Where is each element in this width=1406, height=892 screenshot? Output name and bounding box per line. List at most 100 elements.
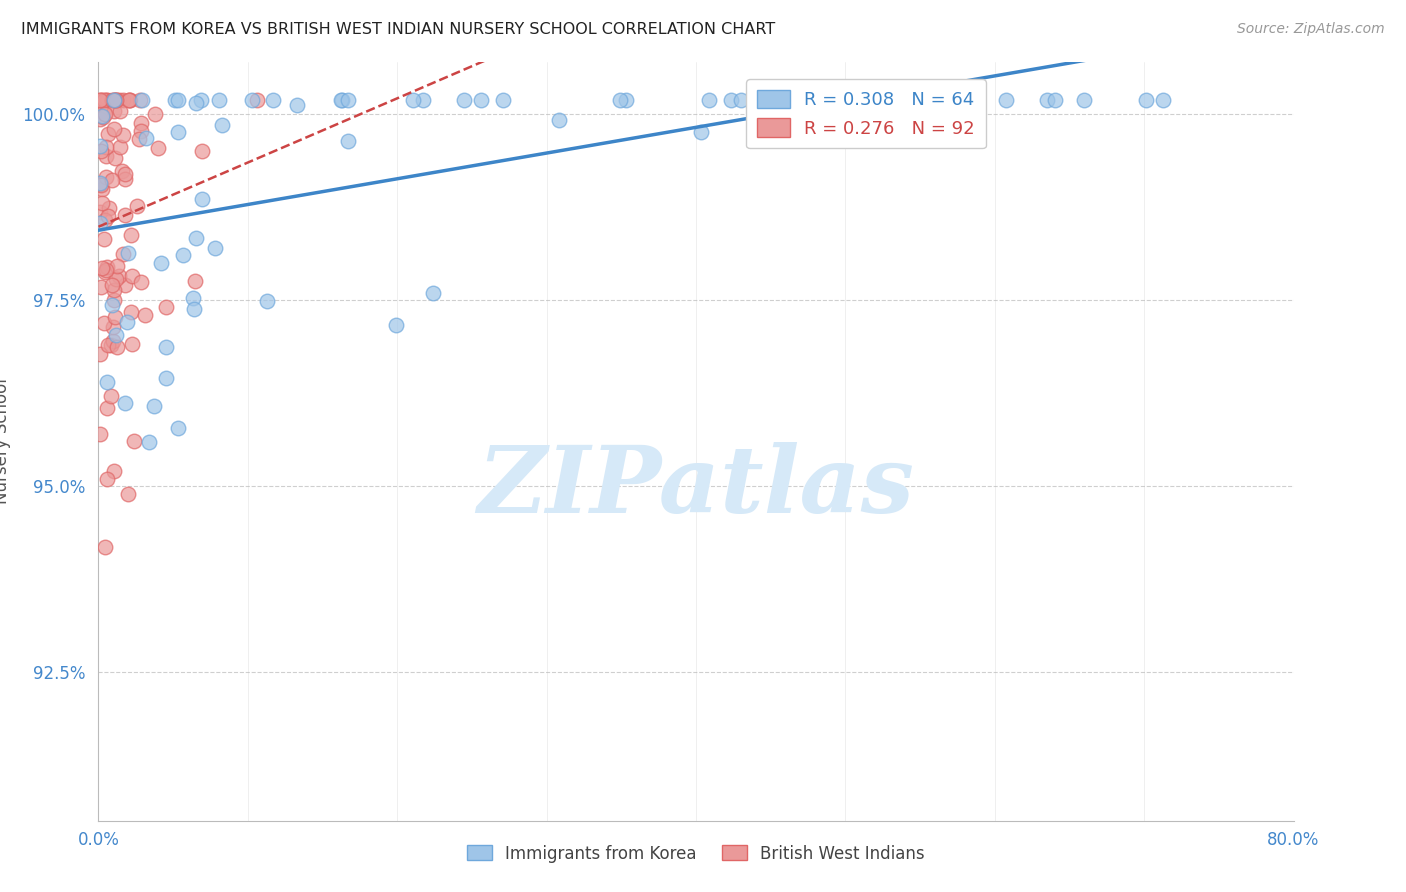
Point [117, 486, 139, 500]
Point [94, 93, 117, 107]
Point [103, 93, 125, 107]
Point [492, 93, 515, 107]
Point [94, 139, 117, 153]
Point [134, 131, 156, 145]
Point [385, 318, 408, 332]
Point [94, 106, 117, 120]
Point [91, 196, 114, 211]
Point [90, 178, 112, 193]
Point [93, 316, 115, 330]
Point [246, 93, 269, 107]
Point [1152, 93, 1174, 107]
Point [336, 135, 359, 149]
Point [117, 246, 139, 260]
Point [838, 93, 860, 107]
Point [114, 278, 136, 293]
Point [90, 145, 112, 159]
Point [89, 112, 111, 126]
Point [91, 93, 114, 107]
Point [167, 93, 190, 107]
Point [262, 93, 284, 107]
Point [204, 242, 226, 256]
Point [101, 297, 124, 311]
Point [94, 149, 117, 163]
Point [208, 93, 231, 107]
Point [155, 370, 177, 384]
Point [103, 283, 125, 297]
Point [143, 107, 166, 121]
Point [172, 248, 194, 262]
Point [105, 259, 128, 273]
Point [190, 192, 212, 206]
Point [1035, 93, 1057, 107]
Point [108, 93, 131, 107]
Point [184, 231, 207, 245]
Point [121, 337, 143, 351]
Point [101, 93, 124, 107]
Point [111, 163, 134, 178]
Point [453, 93, 475, 107]
Point [1073, 93, 1095, 107]
Point [131, 275, 153, 289]
Point [256, 294, 278, 309]
Point [285, 97, 308, 112]
Point [402, 93, 425, 107]
Point [90, 280, 112, 294]
Point [129, 124, 152, 138]
Point [93, 111, 115, 125]
Point [128, 132, 150, 146]
Point [129, 93, 152, 107]
Point [114, 172, 136, 186]
Point [93, 231, 115, 245]
Point [720, 93, 742, 107]
Point [103, 93, 125, 107]
Point [104, 93, 127, 107]
Point [122, 434, 145, 448]
Point [101, 334, 124, 349]
Point [89, 93, 111, 107]
Point [118, 93, 141, 107]
Point [100, 389, 122, 403]
Point [761, 93, 783, 107]
Point [797, 93, 820, 107]
Point [143, 399, 166, 413]
Point [330, 93, 353, 107]
Text: IMMIGRANTS FROM KOREA VS BRITISH WEST INDIAN NURSERY SCHOOL CORRELATION CHART: IMMIGRANTS FROM KOREA VS BRITISH WEST IN… [21, 22, 775, 37]
Point [105, 340, 128, 354]
Point [110, 104, 132, 119]
Point [96, 93, 118, 107]
Point [146, 141, 169, 155]
Point [104, 93, 127, 107]
Point [89, 215, 111, 229]
Point [101, 173, 124, 187]
Point [104, 310, 127, 325]
Point [121, 269, 143, 284]
Point [89, 177, 111, 191]
Text: Source: ZipAtlas.com: Source: ZipAtlas.com [1237, 22, 1385, 37]
Point [127, 199, 149, 213]
Point [97, 209, 120, 223]
Point [97, 127, 120, 141]
Point [120, 228, 142, 243]
Point [183, 301, 205, 316]
Point [155, 340, 177, 354]
Point [90, 260, 112, 275]
Y-axis label: Nursery School: Nursery School [0, 378, 11, 505]
Point [994, 93, 1017, 107]
Point [104, 272, 127, 286]
Point [470, 93, 492, 107]
Point [134, 309, 156, 323]
Point [166, 421, 188, 435]
Point [96, 473, 118, 487]
Point [96, 260, 118, 275]
Point [101, 278, 124, 293]
Point [89, 176, 111, 190]
Point [91, 182, 114, 196]
Point [155, 300, 177, 314]
Point [89, 426, 111, 441]
Point [166, 125, 188, 139]
Point [1135, 93, 1157, 107]
Point [730, 93, 752, 107]
Point [614, 93, 637, 107]
Point [150, 256, 173, 270]
